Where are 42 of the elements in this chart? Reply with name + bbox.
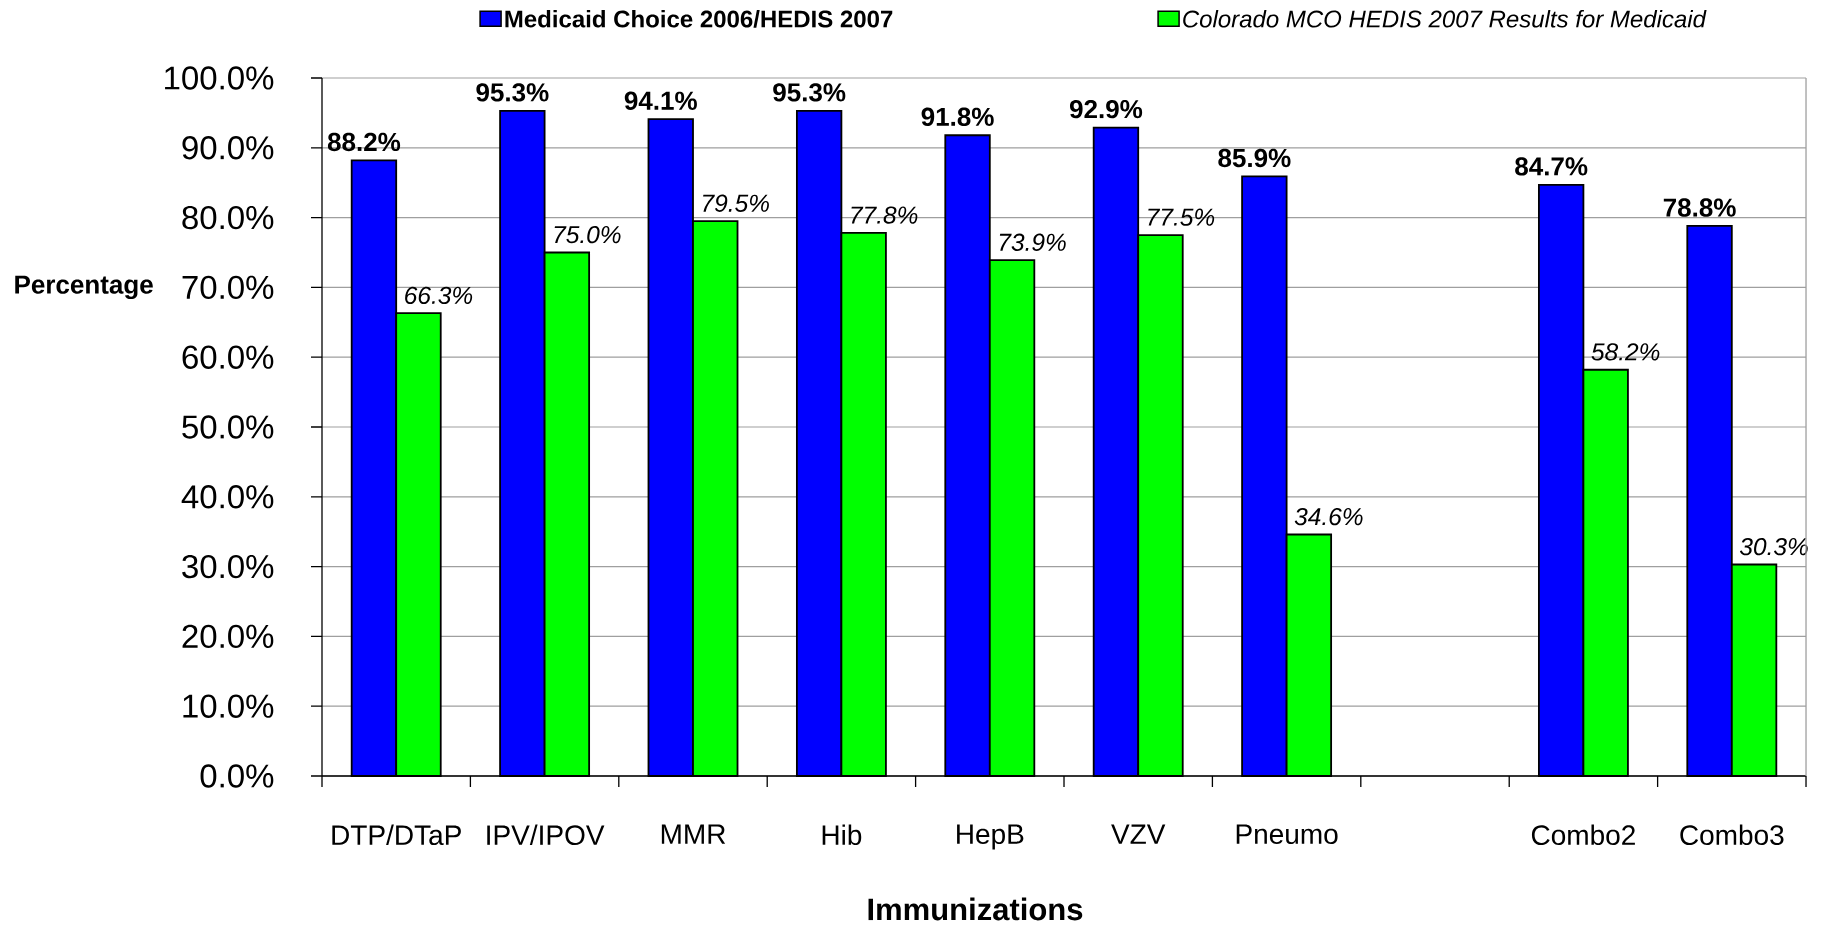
y-tick-label: 20.0% [182,624,274,649]
y-tick-label: 80.0% [182,205,274,230]
data-label: 78.8% [1663,198,1736,217]
x-tick-label: HepB [957,824,1024,850]
y-tick-label: 100.0% [165,66,274,90]
x-tick-label: Pneumo [1236,824,1338,845]
data-label: 73.9% [999,233,1066,251]
y-tick-label: 0.0% [200,764,274,788]
y-tick-label: 50.0% [182,415,274,439]
x-tick-label: MMR [661,824,726,844]
data-label: 84.7% [1515,157,1588,176]
data-label: 58.2% [1591,343,1660,361]
data-label: 75.0% [554,225,621,244]
data-label: 95.3% [773,83,846,102]
y-tick-label: 40.0% [181,485,274,509]
x-tick-label: Hib [822,824,862,846]
y-tick-label: 60.0% [182,345,274,369]
data-label: 85.9% [1218,148,1291,168]
data-label: 91.8% [921,107,994,127]
data-label: 94.1% [624,91,697,110]
y-axis-title: Percentage [15,275,153,300]
x-tick-label: DTP/DTaP [332,824,461,846]
data-label: 77.8% [851,206,918,224]
y-tick-label: 70.0% [182,275,274,300]
x-tick-label: Combo2 [1531,824,1635,846]
x-tick-label: Combo3 [1680,824,1784,846]
data-label: 95.3% [476,83,549,102]
legend-label: Medicaid Choice 2006/HEDIS 2007 [505,9,893,28]
data-label: 88.2% [327,132,401,152]
data-label: 79.5% [703,194,769,212]
x-axis-title: Immunizations [868,897,1083,921]
y-tick-label: 90.0% [182,136,274,160]
data-label: 92.9% [1069,99,1143,119]
y-tick-label: 10.0% [183,694,274,718]
x-tick-label: IPV/IPOV [487,824,605,846]
data-label: 34.6% [1294,507,1363,526]
x-tick-label: VZV [1111,824,1166,844]
y-tick-label: 30.0% [182,554,274,579]
data-label: 66.3% [405,286,473,305]
data-label: 30.3% [1739,537,1808,556]
legend-label: Colorado MCO HEDIS 2007 Results for Medicaid [1183,9,1707,28]
data-label: 77.5% [1148,208,1215,226]
